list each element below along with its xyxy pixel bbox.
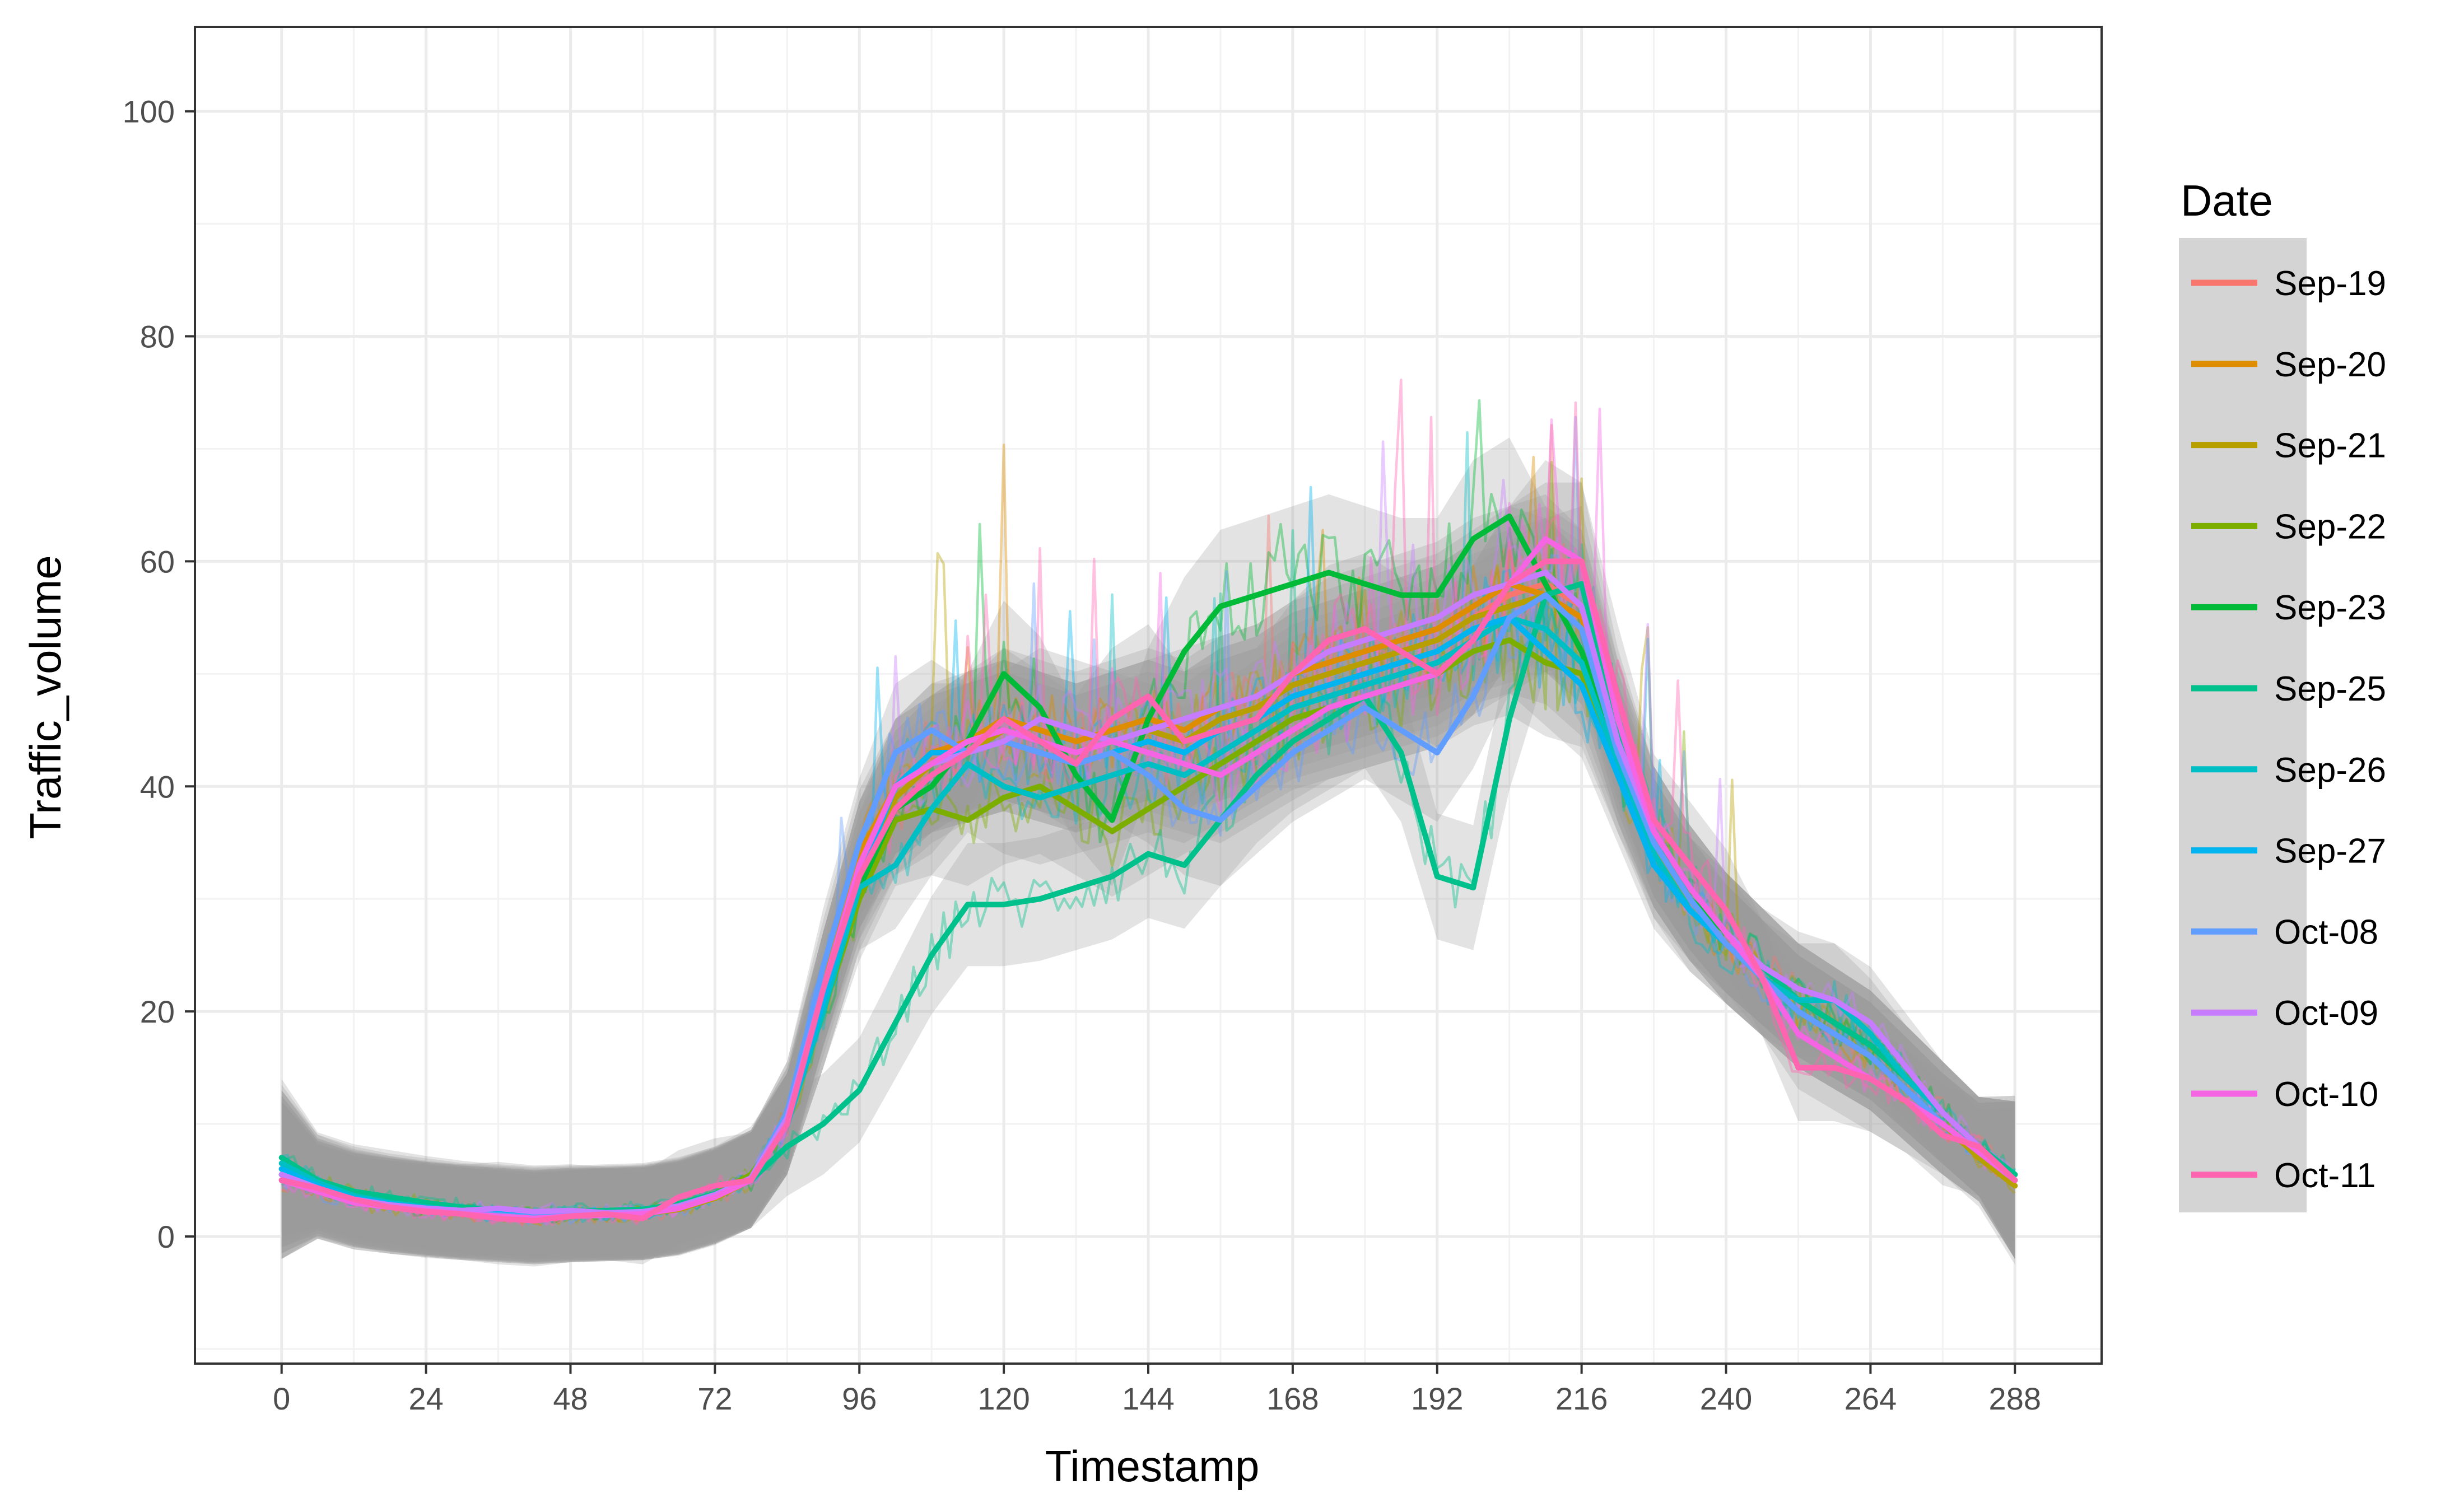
x-tick-label: 168 (1266, 1381, 1319, 1416)
legend-label-oct-11: Oct-11 (2274, 1156, 2376, 1195)
legend-key-background (2179, 238, 2307, 1212)
legend-label-sep-25: Sep-25 (2274, 670, 2386, 708)
x-tick-label: 240 (1700, 1381, 1752, 1416)
legend-label-sep-26: Sep-26 (2274, 751, 2386, 790)
major-gridlines (195, 27, 2102, 1364)
ribbon-oct-08 (281, 518, 2015, 1263)
legend-label-oct-09: Oct-09 (2274, 994, 2378, 1033)
x-tick-label: 216 (1555, 1381, 1608, 1416)
y-tick-label: 40 (140, 769, 175, 804)
x-tick-label: 288 (1989, 1381, 2041, 1416)
x-tick-label: 72 (697, 1381, 732, 1416)
ribbon-sep-27 (281, 542, 2015, 1263)
raw-line-oct-08 (280, 416, 2016, 1225)
x-tick-label: 24 (408, 1381, 443, 1416)
ribbon-sep-26 (281, 542, 2015, 1262)
x-tick-label: 48 (553, 1381, 588, 1416)
legend-title: Date (2181, 176, 2273, 225)
y-tick-label: 60 (140, 544, 175, 579)
ribbon-sep-23 (281, 437, 2015, 1262)
ribbon-sep-22 (281, 565, 2015, 1261)
legend-label-sep-19: Sep-19 (2274, 264, 2386, 303)
legend: Date Sep-19 Sep-20 Sep-21 Sep-22 Sep-23 Sep-2… (2179, 176, 2386, 1212)
series-line-oct-11 (278, 558, 2018, 1224)
smoothed-series-lines (278, 514, 2018, 1224)
y-tick-label: 0 (157, 1219, 175, 1254)
legend-label-oct-08: Oct-08 (2274, 913, 2378, 951)
x-axis-title: Timestamp (1045, 1441, 1260, 1491)
legend-label-sep-23: Sep-23 (2274, 589, 2386, 627)
ribbon-sep-21 (281, 518, 2015, 1265)
legend-label-sep-27: Sep-27 (2274, 832, 2386, 871)
axis-tick-labels: 0 24 48 72 96 120 144 168 192 216 240 264 288 0 20 40 60… (123, 94, 2041, 1416)
legend-label-sep-22: Sep-22 (2274, 507, 2386, 546)
x-tick-label: 0 (273, 1381, 290, 1416)
y-tick-label: 100 (123, 94, 175, 129)
x-tick-label: 144 (1122, 1381, 1174, 1416)
raw-line-sep-26 (281, 431, 2016, 1224)
y-axis-title: Traffic_volume (21, 555, 70, 839)
x-tick-label: 96 (842, 1381, 877, 1416)
x-tick-label: 264 (1845, 1381, 1897, 1416)
y-tick-label: 20 (140, 994, 175, 1029)
y-tick-label: 80 (140, 319, 175, 354)
axis-ticks (185, 110, 2016, 1374)
legend-label-sep-20: Sep-20 (2274, 346, 2386, 384)
x-tick-label: 192 (1411, 1381, 1463, 1416)
x-tick-label: 120 (977, 1381, 1030, 1416)
legend-label-sep-21: Sep-21 (2274, 427, 2386, 465)
ribbon-sep-25 (281, 506, 2015, 1259)
legend-label-oct-10: Oct-10 (2274, 1075, 2378, 1114)
legend-items: Sep-19 Sep-20 Sep-21 Sep-22 Sep-23 Sep-25 Sep-… (2191, 264, 2386, 1195)
